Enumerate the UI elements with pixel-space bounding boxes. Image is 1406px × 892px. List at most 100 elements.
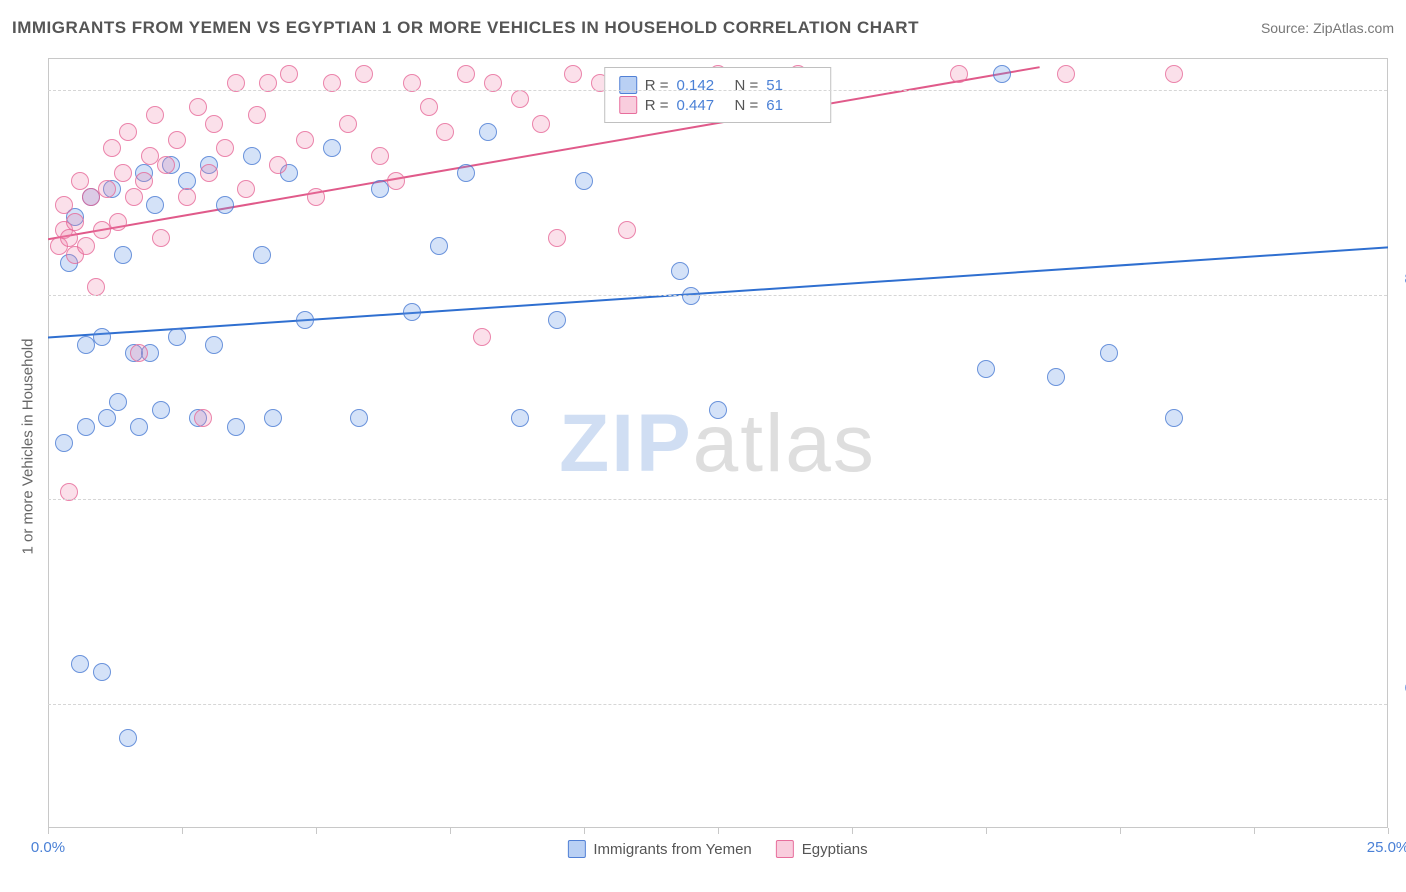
data-point	[296, 131, 314, 149]
legend-stat-row: R = 0.447 N = 61	[619, 96, 817, 114]
data-point	[264, 409, 282, 427]
data-point	[1165, 409, 1183, 427]
data-point	[307, 188, 325, 206]
data-point	[66, 213, 84, 231]
data-point	[157, 156, 175, 174]
data-point	[77, 418, 95, 436]
x-tick-label: 0.0%	[31, 839, 65, 856]
legend-series: Immigrants from Yemen Egyptians	[567, 840, 867, 858]
legend-swatch	[567, 840, 585, 858]
data-point	[178, 188, 196, 206]
data-point	[200, 164, 218, 182]
data-point	[93, 663, 111, 681]
x-tick	[1120, 828, 1121, 834]
data-point	[194, 409, 212, 427]
data-point	[564, 65, 582, 83]
data-point	[709, 401, 727, 419]
data-point	[168, 328, 186, 346]
y-axis-title: 1 or more Vehicles in Household	[18, 0, 38, 892]
data-point	[216, 196, 234, 214]
data-point	[248, 106, 266, 124]
data-point	[109, 393, 127, 411]
data-point	[977, 360, 995, 378]
data-point	[1100, 344, 1118, 362]
data-point	[532, 115, 550, 133]
data-point	[355, 65, 373, 83]
data-point	[152, 401, 170, 419]
data-point	[950, 65, 968, 83]
gridline	[48, 295, 1387, 296]
data-point	[168, 131, 186, 149]
data-point	[71, 655, 89, 673]
legend-stats: R = 0.142 N = 51 R = 0.447 N = 61	[604, 67, 832, 123]
data-point	[93, 328, 111, 346]
legend-label: Immigrants from Yemen	[593, 841, 751, 858]
data-point	[135, 172, 153, 190]
data-point	[1057, 65, 1075, 83]
x-tick	[584, 828, 585, 834]
x-tick	[450, 828, 451, 834]
y-tick-label: 62.5%	[1391, 680, 1406, 697]
legend-item: Egyptians	[776, 840, 868, 858]
legend-item: Immigrants from Yemen	[567, 840, 751, 858]
n-value: 61	[766, 97, 816, 114]
data-point	[993, 65, 1011, 83]
data-point	[511, 90, 529, 108]
gridline	[48, 499, 1387, 500]
data-point	[178, 172, 196, 190]
n-value: 51	[766, 77, 816, 94]
data-point	[548, 229, 566, 247]
x-tick	[316, 828, 317, 834]
data-point	[473, 328, 491, 346]
data-point	[55, 196, 73, 214]
data-point	[1165, 65, 1183, 83]
data-point	[119, 729, 137, 747]
data-point	[682, 287, 700, 305]
y-tick-label: 87.5%	[1391, 270, 1406, 287]
data-point	[98, 409, 116, 427]
data-point	[479, 123, 497, 141]
data-point	[205, 115, 223, 133]
data-point	[77, 237, 95, 255]
data-point	[125, 188, 143, 206]
data-point	[189, 98, 207, 116]
data-point	[350, 409, 368, 427]
data-point	[103, 139, 121, 157]
data-point	[146, 106, 164, 124]
x-tick	[1254, 828, 1255, 834]
source-label: Source: ZipAtlas.com	[1261, 20, 1394, 36]
data-point	[280, 65, 298, 83]
data-point	[436, 123, 454, 141]
data-point	[114, 164, 132, 182]
data-point	[216, 139, 234, 157]
x-tick	[48, 828, 49, 834]
data-point	[130, 344, 148, 362]
data-point	[146, 196, 164, 214]
data-point	[511, 409, 529, 427]
data-point	[430, 237, 448, 255]
chart-title: IMMIGRANTS FROM YEMEN VS EGYPTIAN 1 OR M…	[12, 18, 919, 38]
scatter-plot: ZIPatlas R = 0.142 N = 51 R = 0.447 N = …	[48, 58, 1388, 828]
gridline	[48, 90, 1387, 91]
n-label: N =	[735, 97, 759, 114]
data-point	[130, 418, 148, 436]
r-value: 0.142	[677, 77, 727, 94]
data-point	[339, 115, 357, 133]
data-point	[548, 311, 566, 329]
data-point	[618, 221, 636, 239]
data-point	[152, 229, 170, 247]
data-point	[387, 172, 405, 190]
data-point	[296, 311, 314, 329]
r-label: R =	[645, 77, 669, 94]
data-point	[420, 98, 438, 116]
data-point	[114, 246, 132, 264]
r-label: R =	[645, 97, 669, 114]
x-tick	[1388, 828, 1389, 834]
data-point	[55, 434, 73, 452]
data-point	[371, 147, 389, 165]
data-point	[237, 180, 255, 198]
data-point	[671, 262, 689, 280]
data-point	[253, 246, 271, 264]
legend-swatch	[619, 96, 637, 114]
x-tick	[718, 828, 719, 834]
